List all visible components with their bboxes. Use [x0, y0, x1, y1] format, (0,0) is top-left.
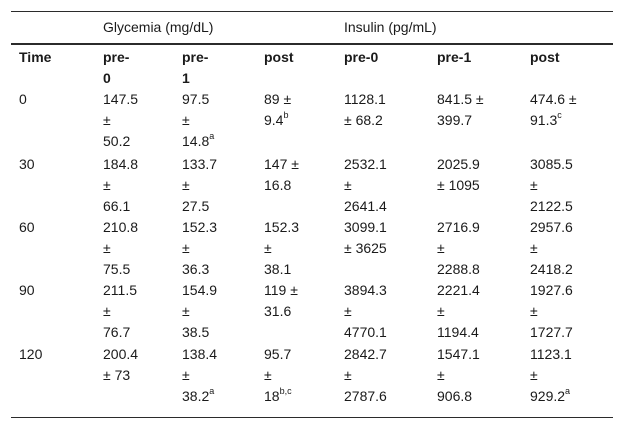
- cell-g-pre0: 210.8 ±75.5: [103, 219, 139, 277]
- cell-g-post: 147 ±16.8: [264, 156, 299, 193]
- cell-time: 90: [19, 282, 35, 298]
- cell-i-pre0: 1128.1 ± 68.2: [344, 91, 386, 128]
- footnote-marker: b: [283, 110, 289, 121]
- footnote-marker: a: [565, 386, 571, 397]
- column-header-insulin-pre0: pre-0: [344, 49, 379, 65]
- cell-time: 0: [19, 91, 27, 107]
- cell-i-post: 3085.5 ±2122.5: [530, 156, 573, 214]
- cell-time: 60: [19, 219, 35, 235]
- cell-time: 120: [19, 346, 43, 362]
- cell-g-post: 152.3 ±38.1: [264, 219, 300, 277]
- cell-i-pre1: 2221.4 ±1194.4: [437, 282, 480, 340]
- cell-g-pre1: 97.5 ±14.8a: [182, 91, 215, 149]
- cell-i-pre1: 841.5 ±399.7: [437, 91, 484, 128]
- cell-g-pre0: 211.5 ±76.7: [103, 282, 137, 340]
- cell-i-post: 474.6 ±91.3c: [530, 91, 577, 128]
- cell-g-post: 119 ±31.6: [264, 282, 298, 319]
- column-header-time: Time: [19, 49, 52, 65]
- cell-i-post: 1123.1 ±929.2a: [530, 346, 572, 404]
- column-header-glycemia-pre1: pre- 1: [182, 49, 209, 86]
- cell-i-pre0: 3099.1 ± 3625: [344, 219, 387, 256]
- footnote-marker: b,c: [279, 386, 292, 397]
- cell-g-pre0: 147.5 ±50.2: [103, 91, 139, 149]
- table-top-rule: [11, 11, 613, 12]
- cell-i-pre1: 2716.9 ±2288.8: [437, 219, 480, 277]
- footnote-marker: a: [209, 131, 215, 142]
- column-header-insulin-post: post: [530, 49, 560, 65]
- cell-g-pre1: 133.7 ±27.5: [182, 156, 218, 214]
- group-header-glycemia: Glycemia (mg/dL): [103, 19, 214, 35]
- header-rule-second: [11, 44, 613, 45]
- footnote-marker: a: [209, 386, 215, 397]
- cell-i-pre0: 3894.3 ±4770.1: [344, 282, 387, 340]
- column-header-insulin-pre1: pre-1: [437, 49, 472, 65]
- cell-g-pre1: 138.4 ±38.2a: [182, 346, 218, 404]
- cell-i-pre0: 2532.1 ±2641.4: [344, 156, 387, 214]
- cell-i-pre1: 2025.9 ± 1095: [437, 156, 480, 193]
- cell-time: 30: [19, 156, 35, 172]
- cell-i-post: 1927.6 ±1727.7: [530, 282, 573, 340]
- cell-g-pre0: 184.8 ±66.1: [103, 156, 139, 214]
- cell-g-post: 89 ±9.4b: [264, 91, 292, 128]
- cell-i-post: 2957.6 ±2418.2: [530, 219, 573, 277]
- cell-i-pre1: 1547.1 ±906.8: [437, 346, 480, 404]
- cell-g-pre0: 200.4 ± 73: [103, 346, 139, 383]
- footnote-marker: c: [557, 110, 562, 121]
- cell-g-pre1: 152.3 ±36.3: [182, 219, 218, 277]
- cell-g-post: 95.7 ±18b,c: [264, 346, 292, 404]
- header-rule: [11, 43, 613, 44]
- table-bottom-rule: [11, 417, 613, 418]
- group-header-insulin: Insulin (pg/mL): [344, 19, 437, 35]
- cell-g-pre1: 154.9 ±38.5: [182, 282, 218, 340]
- cell-i-pre0: 2842.7 ±2787.6: [344, 346, 387, 404]
- column-header-glycemia-pre0: pre- 0: [103, 49, 130, 86]
- column-header-glycemia-post: post: [264, 49, 294, 65]
